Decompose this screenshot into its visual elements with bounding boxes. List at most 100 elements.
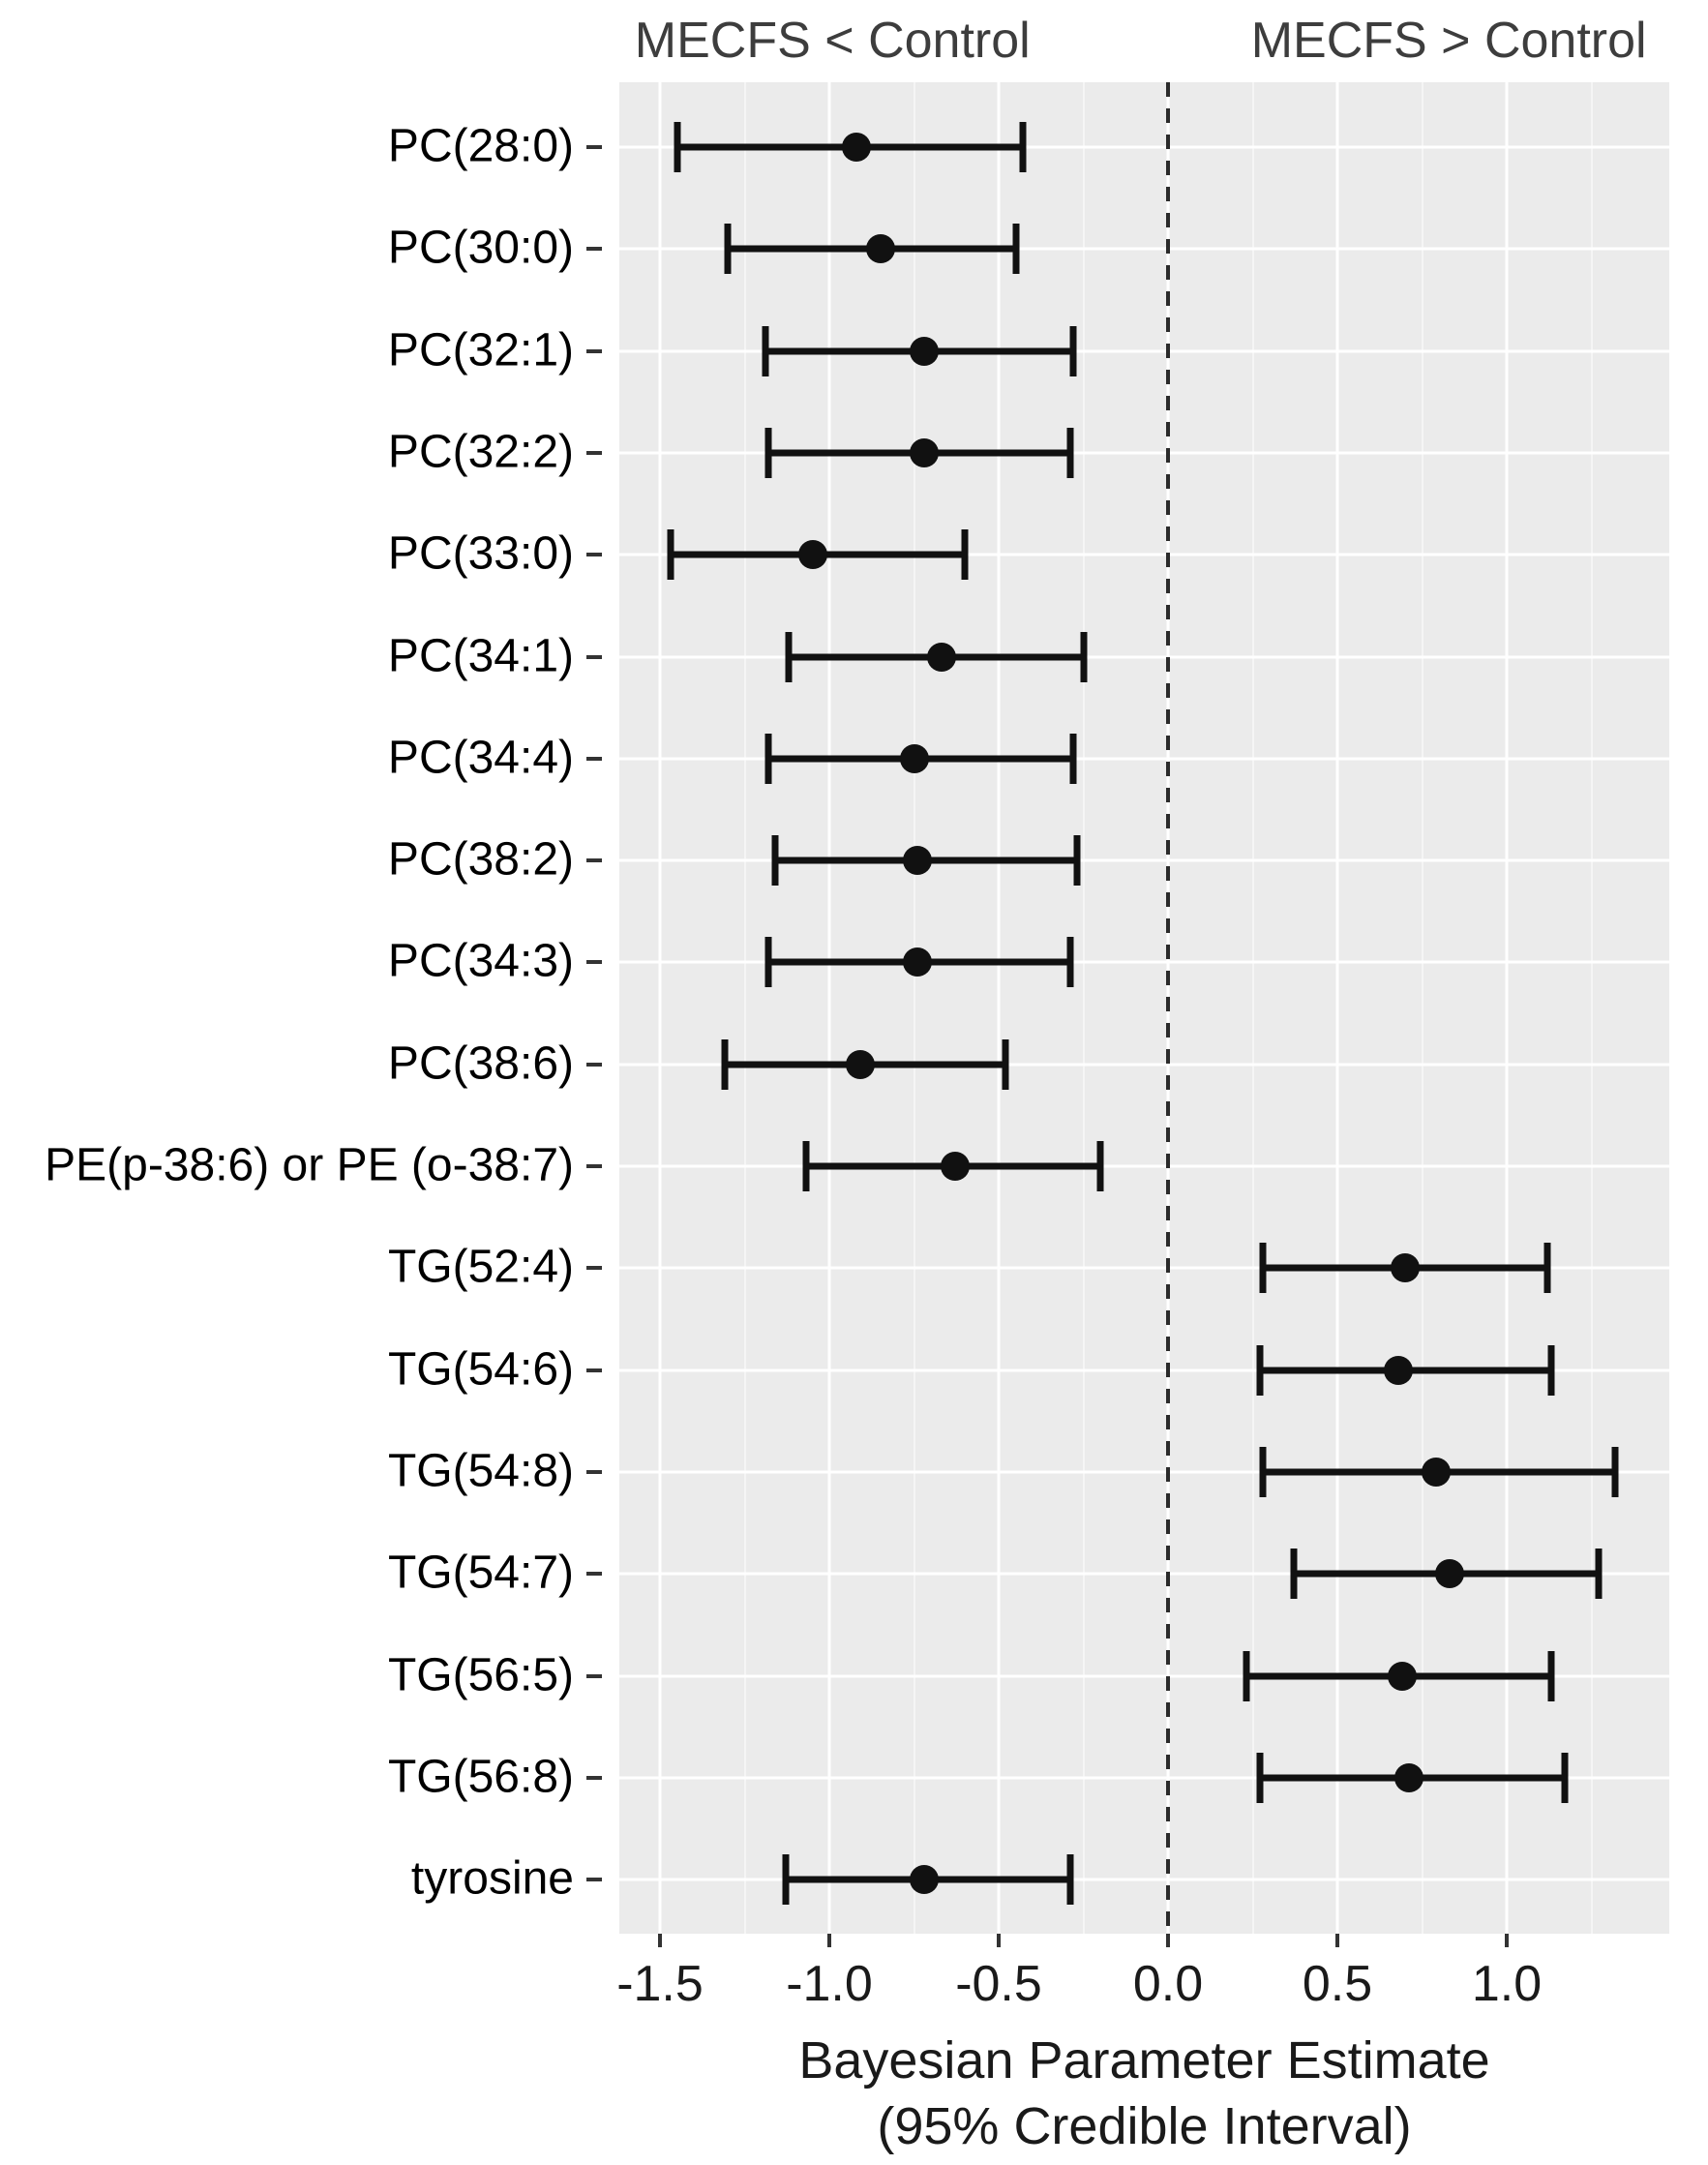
gridline-major-vertical [658,82,662,1934]
ci-upper-cap [1080,631,1087,682]
ci-lower-cap [802,1141,809,1191]
category-label: PC(28:0) [387,120,574,172]
gridline-horizontal [619,451,1669,455]
ci-lower-cap [1256,1752,1263,1803]
gridline-horizontal [619,1164,1669,1168]
gridline-horizontal [619,757,1669,761]
point-estimate [909,1865,939,1895]
gridline-horizontal [619,1572,1669,1576]
category-label: PC(34:1) [387,629,574,681]
y-axis-tick [586,654,602,659]
x-axis-tick [658,1934,662,1947]
gridline-horizontal [619,1674,1669,1677]
gridline-horizontal [619,858,1669,862]
y-axis-labels: PC(28:0) PC(30:0) PC(32:1) PC(32:2) PC(33:0)… [0,82,619,1934]
point-estimate [1434,1559,1464,1589]
y-axis-tick [586,1572,602,1577]
point-estimate [926,642,956,672]
x-axis-tick-label: 0.0 [1132,1956,1204,2012]
x-axis: -1.5 -1.0 -0.5 0.0 0.5 1.0 [616,1934,1669,2050]
x-axis-tick [827,1934,831,1947]
point-estimate [797,540,827,570]
point-estimate [903,846,932,876]
ci-lower-cap [1256,1344,1263,1396]
category-label: PC(34:4) [387,732,574,784]
gridline-minor-vertical [1251,82,1254,1934]
ci-lower-cap [762,325,768,376]
gridline-horizontal [619,1266,1669,1270]
point-estimate [865,234,895,264]
ci-lower-cap [764,733,772,784]
point-estimate [842,133,871,162]
y-axis-tick [586,1266,602,1271]
point-estimate [909,437,939,467]
category-label: PC(32:2) [387,426,574,478]
category-label: tyrosine [410,1852,574,1905]
ci-upper-cap [1069,325,1077,376]
point-estimate [1421,1457,1451,1487]
ci-lower-cap [667,529,674,581]
y-axis-tick [586,1878,602,1882]
gridline-horizontal [619,655,1669,658]
category-label: TG(54:8) [387,1445,574,1497]
gridline-horizontal [619,960,1669,964]
gridline-major-vertical [827,82,831,1934]
x-axis-tick-label: -0.5 [955,1956,1042,2012]
gridline-horizontal [619,247,1669,251]
point-estimate [1387,1661,1417,1691]
ci-upper-cap [1066,427,1073,478]
category-label: TG(54:7) [387,1547,574,1599]
ci-upper-cap [1547,1650,1554,1701]
ci-lower-cap [782,1854,789,1906]
category-label: PC(38:6) [387,1037,574,1090]
y-axis-tick [586,348,602,353]
gridline-horizontal [619,553,1669,556]
category-label: TG(54:6) [387,1342,574,1395]
x-axis-tick-label: 0.5 [1302,1956,1373,2012]
ci-upper-cap [1066,937,1073,988]
ci-lower-cap [1243,1650,1249,1701]
x-axis-title-line1: Bayesian Parameter Estimate [798,2031,1490,2090]
gridline-horizontal [619,1776,1669,1780]
category-label: PC(38:2) [387,833,574,886]
plot-panel [619,82,1669,1934]
gridline-horizontal [619,349,1669,353]
y-axis-tick [586,450,602,455]
gridline-minor-vertical [743,82,746,1934]
ci-upper-cap [1012,224,1019,275]
category-label: PC(34:3) [387,935,574,987]
y-axis-tick [586,1368,602,1372]
point-estimate [940,1152,970,1181]
x-axis-title-line2: (95% Credible Interval) [877,2097,1412,2155]
x-axis-tick-label: -1.5 [616,1956,704,2012]
point-estimate [899,743,929,773]
ci-lower-cap [764,937,772,988]
ci-upper-cap [1002,1038,1009,1090]
ci-lower-cap [1259,1446,1267,1497]
x-axis-tick [1505,1934,1509,1947]
ci-upper-cap [1096,1141,1104,1191]
y-axis-tick [586,1673,602,1678]
gridline-horizontal [619,1878,1669,1881]
ci-upper-cap [1611,1446,1619,1497]
ci-lower-cap [1259,1243,1267,1294]
ci-lower-cap [674,122,680,172]
ci-upper-cap [1019,122,1026,172]
ci-lower-cap [1290,1549,1297,1600]
ci-lower-cap [771,835,779,887]
gridline-major-vertical [1335,82,1339,1934]
gridline-major-vertical [997,82,1001,1934]
gridline-horizontal [619,1063,1669,1067]
y-axis-tick [586,1469,602,1474]
x-axis-tick [1335,1934,1339,1947]
ci-lower-cap [724,224,732,275]
gridline-minor-vertical [913,82,915,1934]
category-label: TG(52:4) [387,1241,574,1293]
category-label: TG(56:8) [387,1751,574,1803]
y-axis-tick [586,247,602,252]
ci-upper-cap [1073,835,1080,887]
y-axis-tick [586,553,602,557]
ci-upper-cap [1543,1243,1551,1294]
y-axis-tick [586,756,602,761]
